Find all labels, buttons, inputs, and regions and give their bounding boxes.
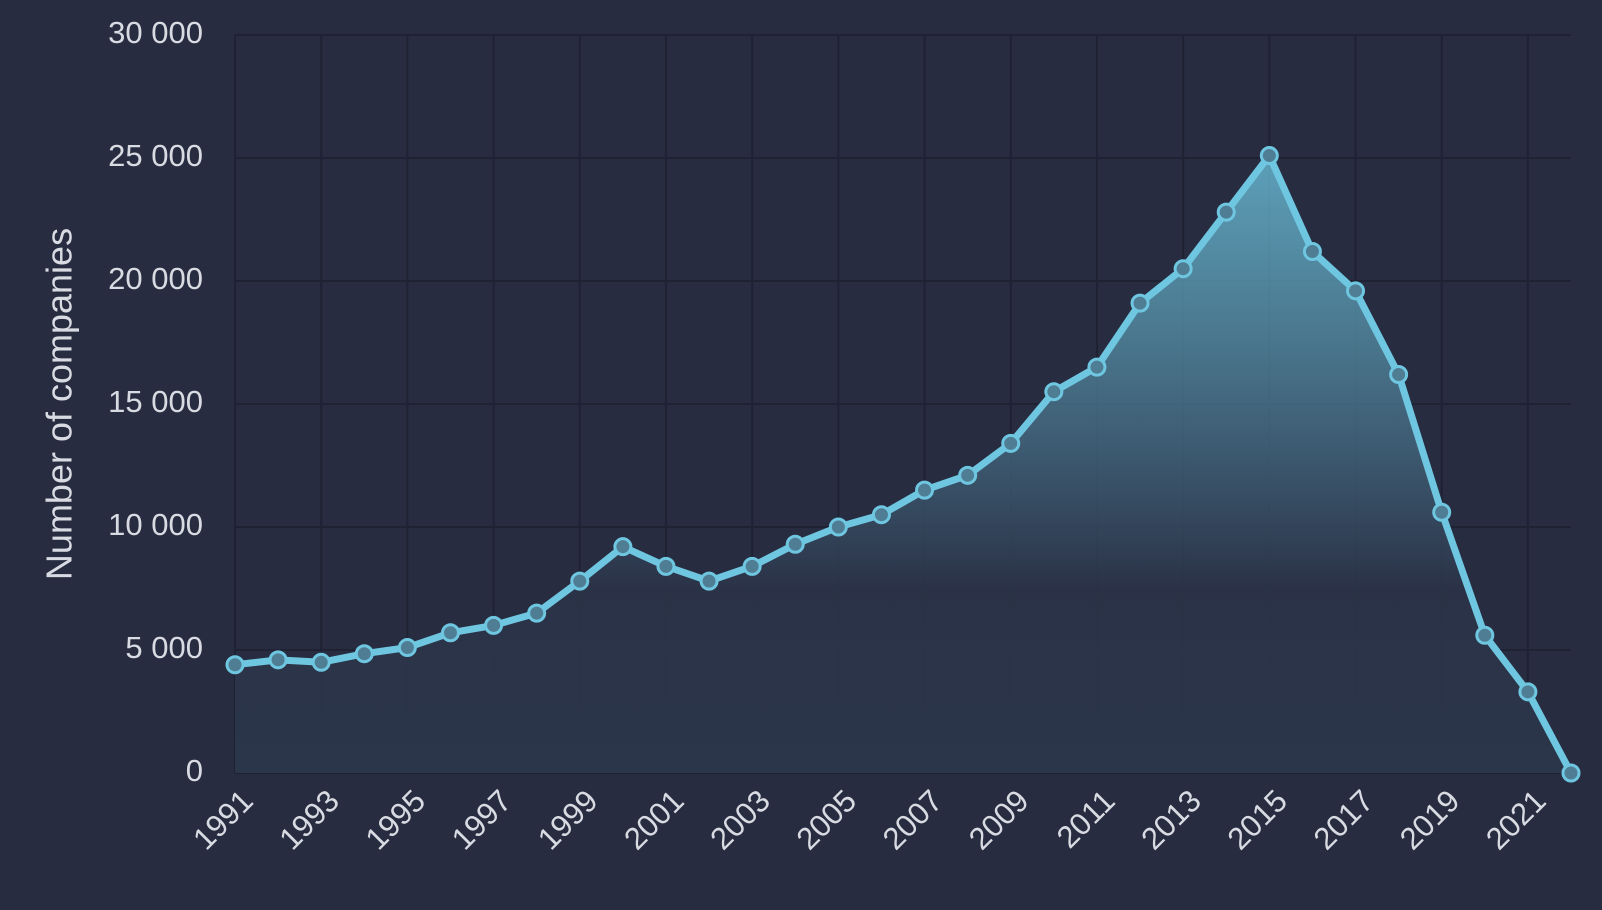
point [958, 465, 978, 485]
point [613, 537, 633, 557]
point [1346, 281, 1366, 301]
point [1216, 202, 1236, 222]
point [1518, 682, 1538, 702]
point [656, 556, 676, 576]
point [1173, 259, 1193, 279]
point [785, 534, 805, 554]
y-tick-label: 20 000 [108, 261, 203, 296]
point [570, 571, 590, 591]
point [1302, 241, 1322, 261]
area-fill [235, 155, 1571, 774]
point [225, 655, 245, 675]
point [1389, 364, 1409, 384]
point [1259, 146, 1279, 166]
point [828, 517, 848, 537]
point [871, 505, 891, 525]
point [527, 603, 547, 623]
point [915, 480, 935, 500]
y-tick-label: 0 [186, 753, 203, 788]
point [1130, 293, 1150, 313]
point [440, 623, 460, 643]
point [1561, 763, 1581, 783]
point [699, 571, 719, 591]
y-tick-label: 5 000 [125, 630, 203, 665]
point [1001, 433, 1021, 453]
y-tick-label: 15 000 [108, 384, 203, 419]
point [1475, 625, 1495, 645]
point [268, 650, 288, 670]
point [742, 556, 762, 576]
y-tick-label: 10 000 [108, 507, 203, 542]
point [1432, 502, 1452, 522]
point [397, 638, 417, 658]
point [1044, 382, 1064, 402]
y-axis-label: Number of companies [39, 228, 80, 580]
point [484, 615, 504, 635]
point [1087, 357, 1107, 377]
y-tick-label: 25 000 [108, 138, 203, 173]
y-tick-label: 30 000 [108, 15, 203, 50]
point [311, 652, 331, 672]
point [354, 644, 374, 664]
